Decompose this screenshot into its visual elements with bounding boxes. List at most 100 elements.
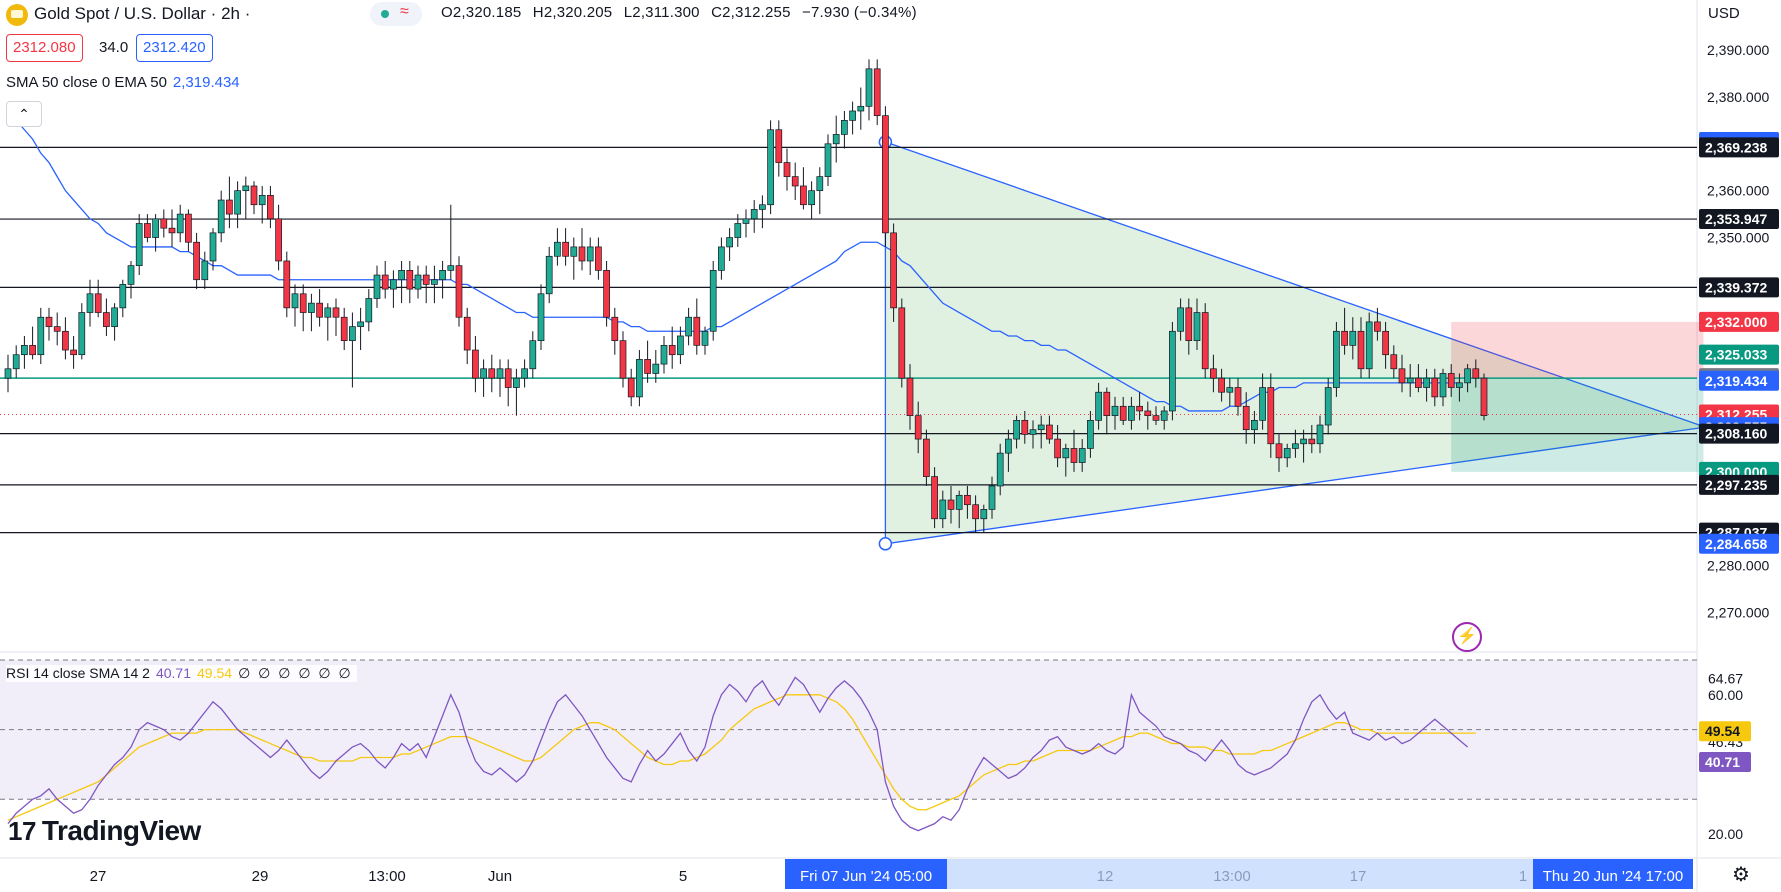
ma-indicator-legend[interactable]: SMA 50 close 0 EMA 50 2,319.434: [6, 74, 240, 91]
candle-body: [1119, 405, 1127, 421]
candle-body: [1021, 419, 1029, 435]
market-status-pill[interactable]: ≈: [370, 2, 422, 26]
candle-body: [1087, 419, 1094, 449]
candle-body: [545, 255, 553, 295]
candle-body: [29, 344, 36, 356]
time-tick-label: 13:00: [368, 868, 406, 885]
buy-button[interactable]: 2312.420: [136, 34, 213, 62]
crosshair-time-end: Thu 20 Jun '24 17:00: [1543, 868, 1683, 885]
moving-average-line: [7, 110, 1460, 412]
price-label-box[interactable]: [1699, 533, 1779, 554]
price-axis[interactable]: 2,390.000 2,380.000 2,360.000 2,350.000 2,28…: [1699, 42, 1779, 842]
candle-body: [1480, 377, 1488, 416]
sell-button[interactable]: 2312.080: [6, 34, 83, 62]
tradingview-mark-icon: 17: [8, 816, 36, 846]
spread-value: 34.0: [99, 39, 129, 56]
candle-body: [1365, 321, 1373, 370]
candle-body: [275, 218, 282, 262]
lightning-icon[interactable]: ⚡: [1452, 622, 1482, 652]
candle-body: [488, 368, 496, 379]
candle-body: [1144, 410, 1152, 416]
candle-body: [931, 476, 938, 520]
rsi-line: [7, 676, 1469, 832]
candle-body: [611, 316, 619, 342]
candle-body: [1398, 368, 1406, 384]
price-label-box[interactable]: [1699, 137, 1779, 158]
rsi-indicator-legend[interactable]: RSI 14 close SMA 14 2 40.71 49.54 ∅ ∅ ∅ ∅ ∅…: [6, 665, 357, 682]
candle-body: [1415, 377, 1422, 388]
symbol-title[interactable]: Gold Spot / U.S. Dollar · 2h ·: [34, 4, 251, 23]
horizontal-levels[interactable]: [0, 146, 1697, 534]
price-label-box[interactable]: [1699, 423, 1779, 444]
tradingview-logo[interactable]: 17 TradingView: [8, 815, 201, 847]
price-label-box[interactable]: [1699, 209, 1779, 230]
position-tool[interactable]: [1451, 321, 1704, 472]
position-target-zone[interactable]: [1451, 378, 1704, 472]
candle-body: [865, 68, 873, 107]
candle-body: [1078, 448, 1086, 463]
rsi-tick-label: 60.00: [1708, 687, 1743, 703]
candle-body: [1447, 373, 1455, 388]
candle-body: [668, 344, 676, 356]
candle-body: [980, 509, 988, 520]
candle-body: [209, 232, 217, 262]
candle-body: [906, 377, 914, 416]
collapse-legend-button[interactable]: ⌃: [6, 101, 42, 127]
crosshair-time-start-box[interactable]: [785, 859, 947, 889]
candle-body: [595, 246, 602, 271]
price-label-box[interactable]: [1699, 344, 1779, 365]
candle-body: [398, 270, 405, 281]
candle-body: [176, 213, 184, 234]
price-label-text: 2,319.434: [1705, 373, 1767, 389]
candle-body: [1013, 419, 1020, 440]
triangle-anchor-handle[interactable]: [878, 537, 893, 551]
candle-body: [783, 162, 791, 177]
candle-body: [127, 265, 135, 285]
candle-body: [406, 270, 414, 290]
price-label-box[interactable]: [1699, 370, 1779, 391]
candle-body: [1333, 330, 1340, 388]
price-tick-label: 2,380.000: [1707, 89, 1769, 105]
currency-selector[interactable]: USD: [1708, 5, 1740, 22]
candle-body: [734, 223, 742, 238]
rsi-value-label: 49.54: [1705, 723, 1740, 739]
price-label-box[interactable]: [1699, 474, 1779, 495]
candle-body: [103, 312, 110, 327]
candle-body: [1210, 368, 1217, 379]
candle-body: [693, 316, 701, 346]
candle-body: [718, 246, 725, 271]
rsi-pane[interactable]: [0, 659, 1697, 800]
gold-symbol-icon: [6, 4, 28, 26]
candle-body: [316, 302, 323, 318]
candle-body: [742, 218, 750, 224]
price-tick-label: 2,270.000: [1707, 605, 1769, 621]
candle-body: [1251, 419, 1258, 431]
candle-body: [677, 335, 684, 356]
candle-body: [144, 223, 151, 238]
gear-icon[interactable]: ⚙: [1732, 864, 1750, 886]
time-tick-label: Jun: [488, 868, 512, 885]
position-stop-zone[interactable]: [1451, 321, 1704, 379]
price-label-box[interactable]: [1699, 277, 1779, 298]
price-label-box[interactable]: [1699, 311, 1779, 332]
crosshair-time-end-box[interactable]: [1533, 859, 1693, 889]
candle-body: [340, 316, 348, 342]
candle-body: [1267, 387, 1275, 445]
candle-body: [1103, 391, 1111, 416]
candle-body: [1128, 405, 1135, 421]
candle-body: [62, 330, 69, 351]
candle-body: [660, 344, 668, 365]
candle-body: [955, 494, 963, 510]
candle-body: [1242, 405, 1250, 431]
candle-body: [603, 270, 610, 318]
candle-body: [1300, 438, 1307, 445]
candle-body: [996, 452, 1004, 487]
candle-body: [800, 185, 807, 206]
candle-body: [767, 129, 774, 206]
candle-body: [242, 185, 250, 192]
candle-body: [1316, 424, 1324, 445]
price-label-text: 2,308.160: [1705, 426, 1767, 442]
